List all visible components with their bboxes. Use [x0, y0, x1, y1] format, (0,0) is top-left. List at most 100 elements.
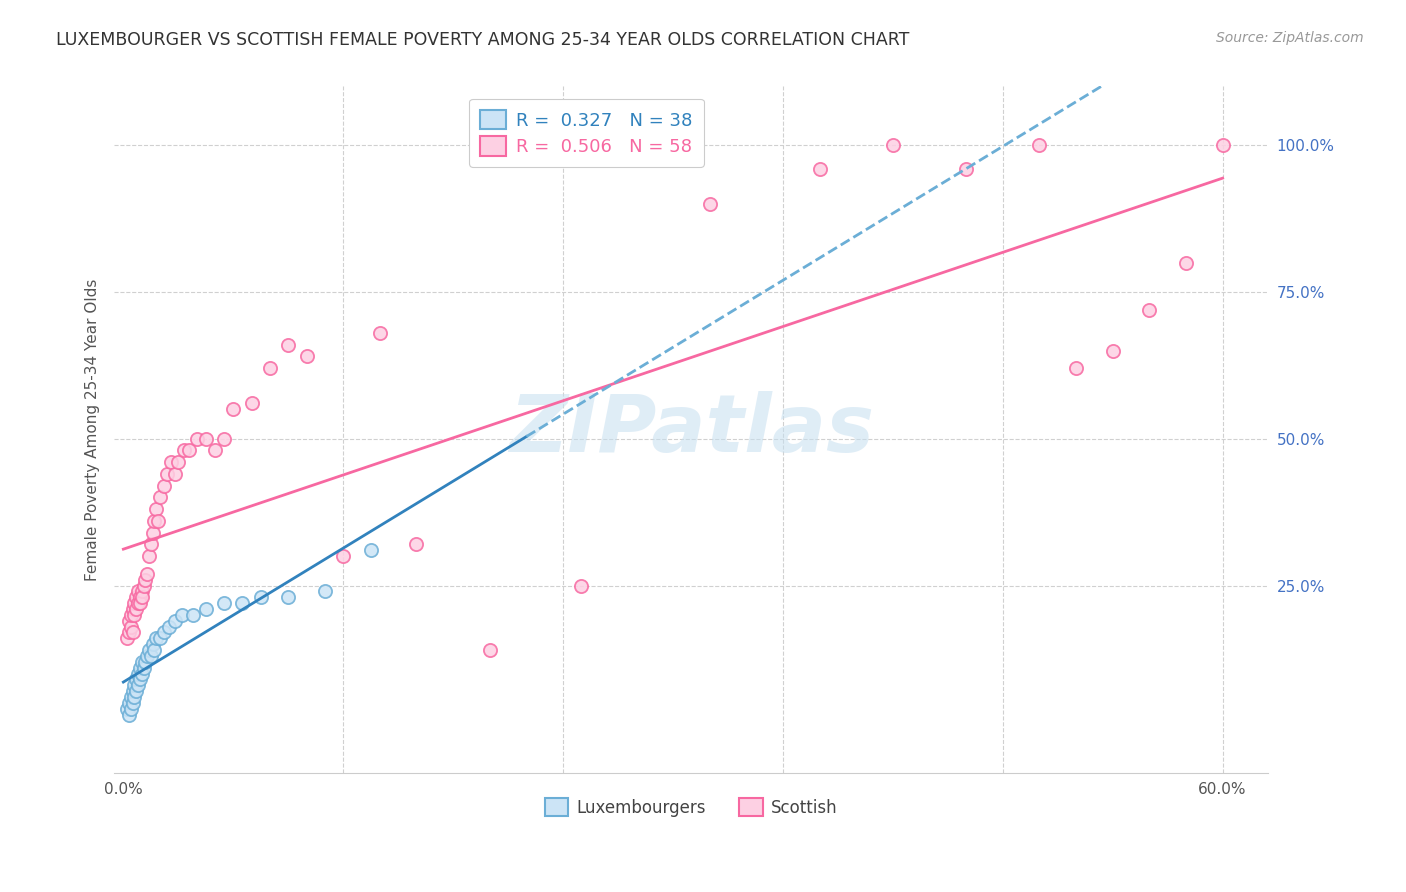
Point [332, 549, 354, 563]
Point [249, 591, 271, 605]
Point [955, 161, 977, 176]
Point [134, 655, 156, 669]
Point [120, 619, 142, 633]
Point [124, 678, 146, 692]
Point [138, 549, 160, 563]
Point [118, 625, 141, 640]
Point [569, 578, 592, 592]
Point [128, 591, 150, 605]
Point [125, 673, 148, 687]
Point [259, 361, 281, 376]
Point [156, 467, 179, 481]
Point [131, 666, 153, 681]
Point [143, 643, 166, 657]
Point [131, 584, 153, 599]
Point [115, 702, 138, 716]
Point [136, 566, 159, 581]
Point [124, 690, 146, 704]
Point [186, 432, 208, 446]
Point [118, 696, 141, 710]
Point [179, 443, 201, 458]
Point [118, 614, 141, 628]
Point [405, 537, 427, 551]
Point [163, 614, 186, 628]
Point [882, 138, 904, 153]
Point [128, 673, 150, 687]
Point [152, 625, 174, 640]
Point [204, 443, 226, 458]
Point [170, 607, 193, 622]
Point [149, 491, 172, 505]
Point [138, 643, 160, 657]
Point [181, 607, 204, 622]
Point [121, 696, 143, 710]
Point [149, 632, 172, 646]
Text: LUXEMBOURGER VS SCOTTISH FEMALE POVERTY AMONG 25-34 YEAR OLDS CORRELATION CHART: LUXEMBOURGER VS SCOTTISH FEMALE POVERTY … [56, 31, 910, 49]
Point [808, 161, 831, 176]
Point [132, 578, 155, 592]
Point [212, 596, 235, 610]
Point [131, 655, 153, 669]
Point [115, 632, 138, 646]
Point [1064, 361, 1087, 376]
Point [1212, 138, 1234, 153]
Point [1137, 302, 1160, 317]
Point [121, 625, 143, 640]
Point [295, 350, 318, 364]
Point [139, 648, 162, 663]
Point [118, 707, 141, 722]
Point [277, 337, 299, 351]
Y-axis label: Female Poverty Among 25-34 Year Olds: Female Poverty Among 25-34 Year Olds [86, 278, 100, 581]
Point [120, 607, 142, 622]
Point [124, 607, 146, 622]
Point [145, 502, 167, 516]
Point [134, 573, 156, 587]
Point [128, 596, 150, 610]
Point [127, 678, 149, 692]
Point [478, 643, 501, 657]
Point [143, 514, 166, 528]
Point [163, 467, 186, 481]
Point [194, 602, 217, 616]
Point [1175, 255, 1198, 269]
Point [222, 402, 245, 417]
Point [124, 596, 146, 610]
Point [139, 537, 162, 551]
Point [194, 432, 217, 446]
Point [1028, 138, 1050, 153]
Point [368, 326, 391, 340]
Point [145, 632, 167, 646]
Text: ZIPatlas: ZIPatlas [509, 391, 873, 469]
Legend: Luxembourgers, Scottish: Luxembourgers, Scottish [538, 791, 845, 823]
Point [240, 396, 263, 410]
Point [121, 684, 143, 698]
Point [160, 455, 183, 469]
Point [127, 666, 149, 681]
Point [120, 702, 142, 716]
Point [231, 596, 253, 610]
Point [152, 478, 174, 492]
Point [131, 591, 153, 605]
Point [142, 637, 165, 651]
Point [173, 443, 195, 458]
Point [125, 591, 148, 605]
Point [314, 584, 336, 599]
Point [699, 196, 721, 211]
Point [167, 455, 190, 469]
Point [212, 432, 235, 446]
Point [128, 661, 150, 675]
Text: Source: ZipAtlas.com: Source: ZipAtlas.com [1216, 31, 1364, 45]
Point [136, 648, 159, 663]
Point [142, 525, 165, 540]
Point [157, 619, 180, 633]
Point [132, 661, 155, 675]
Point [127, 596, 149, 610]
Point [121, 602, 143, 616]
Point [120, 690, 142, 704]
Point [125, 684, 148, 698]
Point [146, 514, 169, 528]
Point [277, 591, 299, 605]
Point [360, 543, 382, 558]
Point [127, 584, 149, 599]
Point [125, 602, 148, 616]
